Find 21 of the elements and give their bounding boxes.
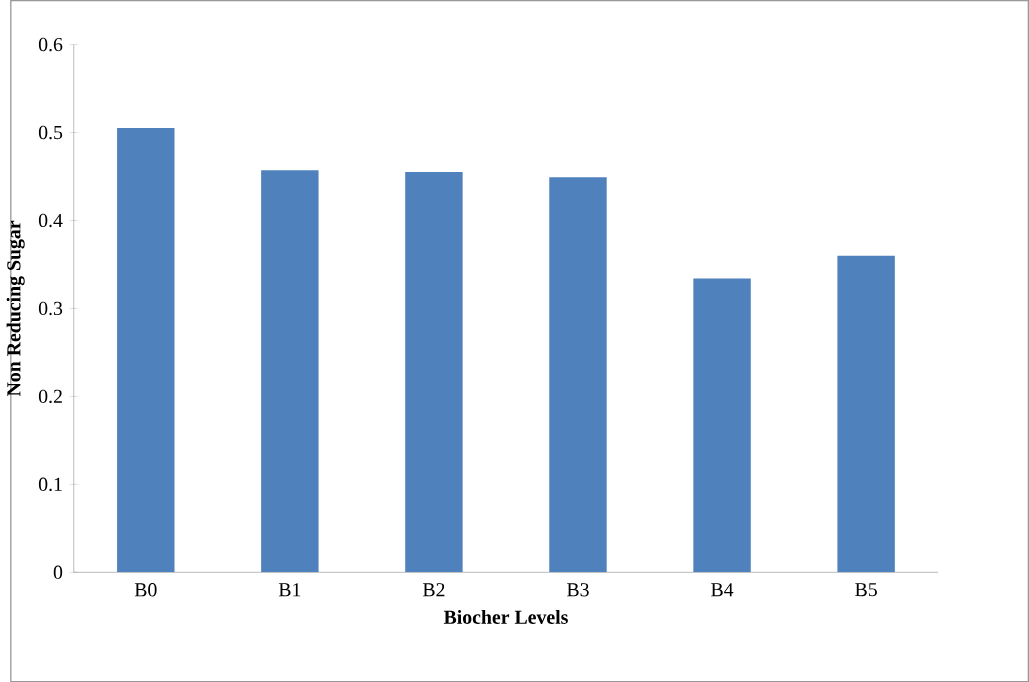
x-tick-label: B1 (278, 583, 301, 597)
y-tick-label: 0 (53, 565, 63, 579)
x-tick-label: B2 (422, 583, 445, 597)
y-tick-label: 0.1 (38, 477, 62, 491)
bar (837, 255, 895, 573)
y-tick-label: 0.2 (38, 389, 62, 404)
y-tick-label: 0.4 (38, 213, 63, 228)
y-axis-title: Non Reducing Sugar (6, 220, 25, 396)
bar (117, 128, 175, 573)
x-tick-label: B5 (855, 583, 877, 597)
y-tick-label: 0.3 (38, 301, 63, 316)
x-tick-label: B0 (134, 583, 157, 597)
x-axis-title: Biocher Levels (443, 609, 568, 624)
y-tick-label: 0.5 (38, 125, 63, 140)
bar (261, 170, 319, 573)
bar (693, 278, 751, 573)
x-tick-label: B3 (567, 583, 589, 597)
y-tick-label: 0.6 (38, 37, 63, 52)
x-tick-label: B4 (711, 583, 734, 597)
bar (549, 177, 607, 573)
bar (405, 172, 463, 573)
